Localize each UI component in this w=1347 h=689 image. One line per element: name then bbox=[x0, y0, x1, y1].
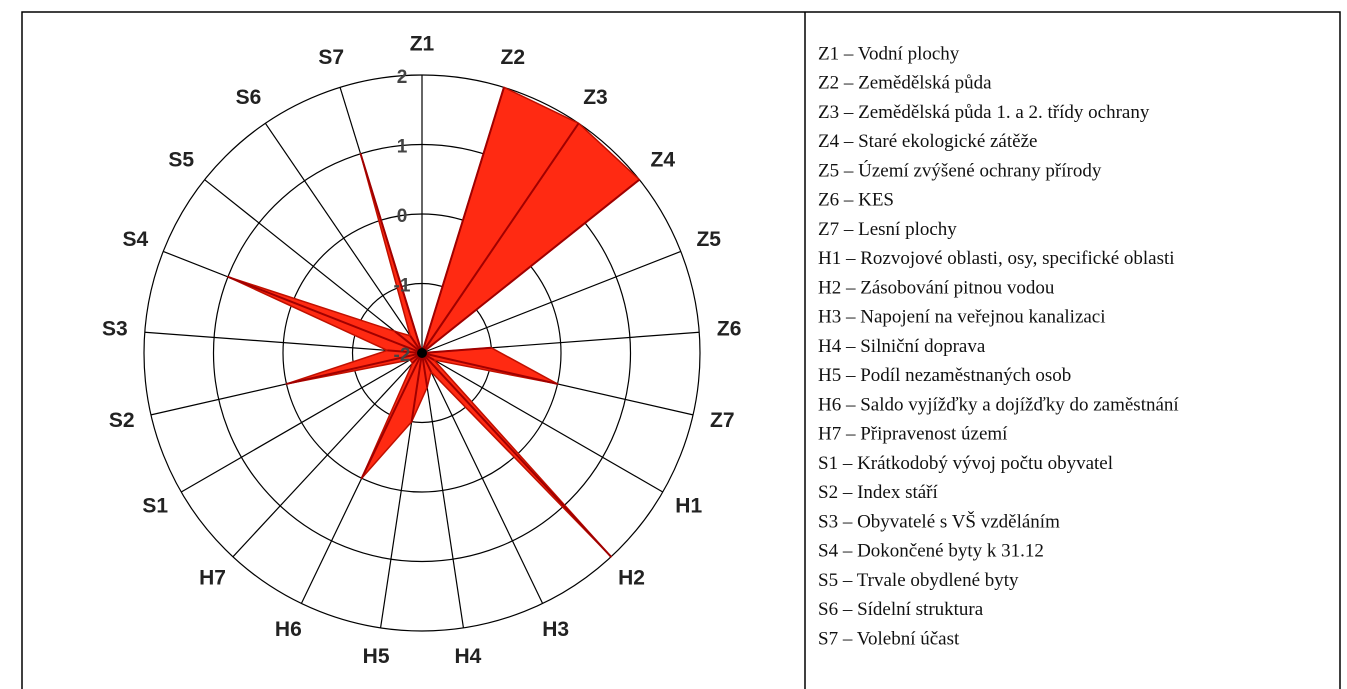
spoke bbox=[264, 122, 423, 354]
radar-spoke bbox=[421, 352, 612, 558]
axis-label: H6 bbox=[275, 618, 302, 641]
radar-spoke bbox=[421, 122, 580, 354]
radar-spoke bbox=[421, 346, 492, 354]
radar-spoke bbox=[360, 352, 423, 479]
legend-item: Z3 – Zemědělská půda 1. a 2. třídy ochra… bbox=[818, 102, 1150, 123]
radar-spoke bbox=[387, 349, 423, 354]
tick-label: 0 bbox=[397, 206, 408, 227]
legend-item: S5 – Trvale obydlené byty bbox=[818, 570, 1019, 591]
radar-spoke bbox=[394, 330, 423, 354]
legend-item: Z1 – Vodní plochy bbox=[818, 43, 960, 64]
legend-item: S1 – Krátkodobý vývoj počtu obyvatel bbox=[818, 453, 1113, 474]
radar-area bbox=[227, 86, 641, 558]
legend-item: Z6 – KES bbox=[818, 190, 894, 211]
legend-item: H1 – Rozvojové oblasti, osy, specifické … bbox=[818, 248, 1175, 269]
axis-label: Z4 bbox=[651, 149, 676, 172]
axis-label: H7 bbox=[199, 566, 226, 589]
axis-label: Z7 bbox=[710, 409, 735, 432]
spoke bbox=[180, 352, 423, 493]
legend-item: H6 – Saldo vyjížďky a dojížďky do zaměst… bbox=[818, 394, 1179, 415]
tick-label: -2 bbox=[394, 345, 411, 366]
legend-item: H7 – Připravenost území bbox=[818, 424, 1008, 445]
axis-label: H1 bbox=[675, 495, 702, 518]
legend-item: S7 – Volební účast bbox=[818, 628, 960, 649]
axis-label: S2 bbox=[109, 409, 135, 432]
axis-label: H2 bbox=[618, 566, 645, 589]
frame bbox=[21, 11, 1341, 689]
tick-label: -1 bbox=[394, 276, 411, 297]
radar-spoke bbox=[227, 275, 423, 354]
center bbox=[417, 348, 427, 358]
axis-label: S1 bbox=[142, 495, 168, 518]
legend-item: Z5 – Území zvýšené ochrany přírody bbox=[818, 159, 1102, 181]
radar-spoke bbox=[421, 352, 429, 388]
legend-item: Z7 – Lesní plochy bbox=[818, 219, 957, 240]
axis-label: Z6 bbox=[717, 318, 742, 341]
legend-item: H2 – Zásobování pitnou vodou bbox=[818, 277, 1055, 298]
axis-label: Z3 bbox=[583, 86, 608, 109]
legend-item: S2 – Index stáří bbox=[818, 482, 939, 503]
axis-label: S7 bbox=[318, 46, 344, 69]
radar-spoke bbox=[359, 153, 423, 354]
radar-spoke bbox=[286, 352, 423, 385]
axis-label: Z2 bbox=[501, 46, 526, 69]
axis-label: Z5 bbox=[696, 228, 721, 251]
axis-label: S3 bbox=[102, 318, 128, 341]
radar-spoke bbox=[410, 352, 423, 422]
spoke bbox=[232, 352, 423, 558]
spoke bbox=[204, 179, 423, 354]
legend-item: H5 – Podíl nezaměstnaných osob bbox=[818, 365, 1071, 386]
axis-label: Z1 bbox=[410, 33, 435, 56]
axis-label: H3 bbox=[542, 618, 569, 641]
spoke bbox=[421, 352, 544, 604]
axis-label: S4 bbox=[122, 228, 148, 251]
axis-label: S6 bbox=[236, 86, 262, 109]
tick-label: 2 bbox=[397, 67, 408, 88]
tick-label: 1 bbox=[397, 137, 408, 158]
spoke bbox=[421, 352, 465, 628]
radar-spoke bbox=[421, 87, 505, 354]
spoke bbox=[421, 352, 664, 493]
axis-label: H5 bbox=[363, 645, 390, 668]
spoke bbox=[144, 331, 423, 354]
radar-spoke bbox=[421, 178, 640, 354]
legend-item: S6 – Sídelní struktura bbox=[818, 599, 984, 620]
legend-item: S3 – Obyvatelé s VŠ vzděláním bbox=[818, 510, 1060, 532]
legend-item: Z2 – Zemědělská půda bbox=[818, 73, 992, 94]
legend-item: H4 – Silniční doprava bbox=[818, 336, 986, 357]
radar-spoke bbox=[421, 352, 558, 385]
legend-item: S4 – Dokončené byty k 31.12 bbox=[818, 541, 1044, 562]
legend-item: Z4 – Staré ekologické zátěže bbox=[818, 131, 1037, 152]
axis-label: H4 bbox=[454, 645, 481, 668]
spoke bbox=[421, 250, 682, 354]
legend-item: H3 – Napojení na veřejnou kanalizaci bbox=[818, 307, 1106, 328]
axis-label: S5 bbox=[168, 149, 194, 172]
